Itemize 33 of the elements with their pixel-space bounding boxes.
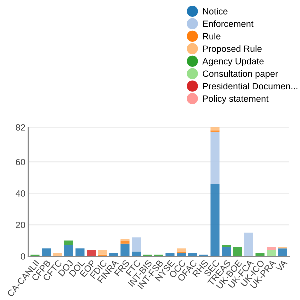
bar	[210, 128, 220, 131]
bar	[98, 250, 108, 255]
bar	[267, 247, 276, 250]
bar	[120, 240, 130, 244]
legend-label: Notice	[203, 8, 228, 15]
legend-label: Rule	[203, 33, 221, 40]
bar	[210, 132, 220, 184]
y-tick-label: 60	[16, 159, 26, 166]
bar	[210, 184, 220, 256]
x-tick-label: VA	[276, 260, 288, 272]
bar	[278, 248, 288, 256]
bar	[233, 247, 242, 256]
bar	[42, 248, 51, 256]
y-tick-label: 40	[16, 190, 26, 197]
legend-label: Policy statement	[203, 95, 269, 104]
legend-label: Agency Update	[202, 58, 264, 66]
y-tick-label: 0	[21, 253, 26, 260]
y-tick-label: 82	[16, 124, 26, 131]
bar	[76, 248, 85, 256]
bar	[132, 238, 141, 252]
bar	[222, 247, 231, 256]
legend-label: Presidential Documen...	[203, 82, 298, 90]
bar	[120, 244, 130, 256]
bar	[244, 232, 254, 256]
bar	[267, 250, 276, 256]
bar	[64, 240, 74, 246]
y-tick-label: 20	[16, 222, 26, 228]
legend-label: Consultation paper	[203, 70, 278, 79]
legend-label: Proposed Rule	[203, 46, 262, 54]
legend-label: Enforcement	[203, 20, 254, 28]
bar	[64, 245, 74, 256]
bar	[87, 250, 96, 256]
bar	[177, 248, 186, 252]
